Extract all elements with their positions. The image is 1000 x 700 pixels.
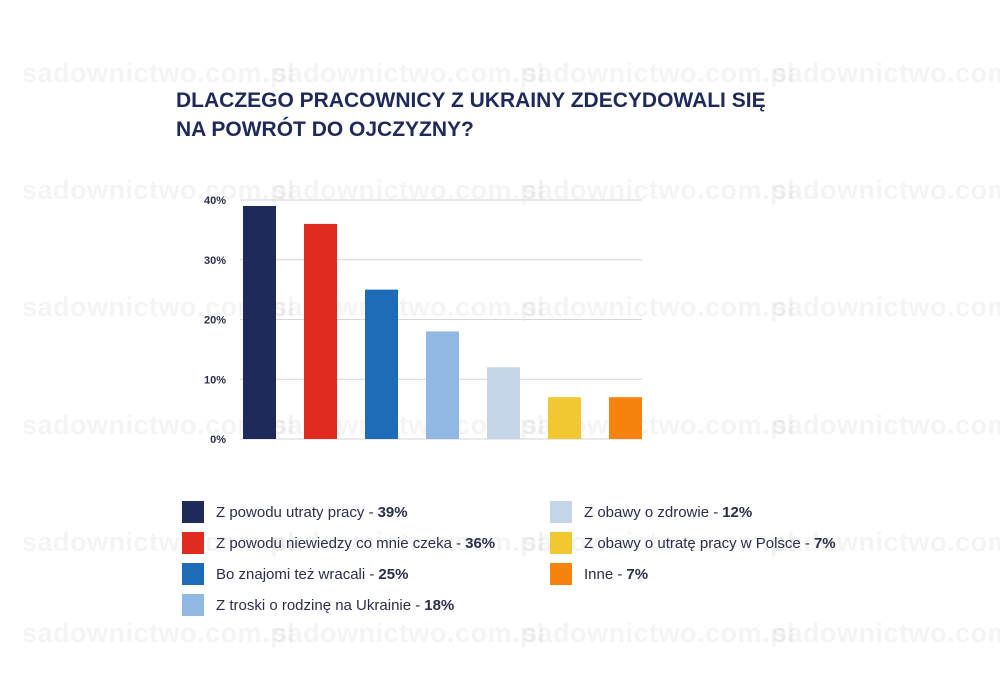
legend-label: Z obawy o zdrowie -	[584, 503, 719, 521]
y-tick-label: 20%	[204, 315, 226, 327]
legend-label: Z obawy o utratę pracy w Polsce -	[584, 534, 810, 552]
legend-item: Z powodu utraty pracy - 39%	[182, 500, 408, 524]
legend-value: 39%	[377, 503, 408, 521]
legend-label: Bo znajomi też wracali -	[216, 565, 375, 583]
legend-label: Z troski o rodzinę na Ukrainie -	[216, 596, 421, 614]
y-tick-label: 40%	[204, 195, 226, 207]
chart-title-line-2: NA POWRÓT DO OJCZYZNY?	[176, 118, 474, 141]
legend-value: 12%	[722, 503, 753, 521]
bar	[487, 367, 520, 439]
legend-item: Z obawy o utratę pracy w Polsce - 7%	[550, 531, 836, 555]
legend-label: Inne -	[584, 565, 623, 583]
legend-swatch	[182, 501, 204, 523]
bar	[548, 397, 581, 439]
bar	[243, 205, 276, 439]
legend-item: Z powodu niewiedzy co mnie czeka - 36%	[182, 531, 495, 555]
legend-value: 18%	[424, 596, 455, 614]
bar	[609, 397, 642, 439]
legend-value: 36%	[465, 534, 496, 552]
legend-swatch	[550, 532, 572, 554]
y-tick-label: 10%	[204, 374, 226, 386]
legend-value: 7%	[813, 534, 836, 552]
legend-swatch	[182, 563, 204, 585]
bars	[243, 205, 642, 439]
bar	[304, 223, 337, 439]
legend-value: 25%	[378, 565, 409, 583]
legend-swatch	[182, 532, 204, 554]
chart-title: DLACZEGO PRACOWNICY Z UKRAINY ZDECYDOWAL…	[176, 86, 766, 144]
bar	[426, 331, 459, 439]
legend-swatch	[550, 563, 572, 585]
y-tick-label: 30%	[204, 255, 226, 267]
legend-item: Z troski o rodzinę na Ukrainie - 18%	[182, 593, 454, 617]
legend-item: Z obawy o zdrowie - 12%	[550, 500, 752, 524]
legend-label: Z powodu niewiedzy co mnie czeka -	[216, 534, 462, 552]
y-axis-ticks: 0% 10% 20% 30% 40%	[204, 195, 226, 446]
chart-legend: Z powodu utraty pracy - 39% Z powodu niew…	[182, 500, 882, 630]
legend-item: Inne - 7%	[550, 562, 648, 586]
legend-swatch	[550, 501, 572, 523]
legend-swatch	[182, 594, 204, 616]
legend-label: Z powodu utraty pracy -	[216, 503, 374, 521]
bar	[365, 289, 398, 439]
legend-item: Bo znajomi też wracali - 25%	[182, 562, 408, 586]
chart-title-line-1: DLACZEGO PRACOWNICY Z UKRAINY ZDECYDOWAL…	[176, 89, 766, 112]
y-tick-label: 0%	[210, 434, 226, 446]
legend-value: 7%	[626, 565, 649, 583]
